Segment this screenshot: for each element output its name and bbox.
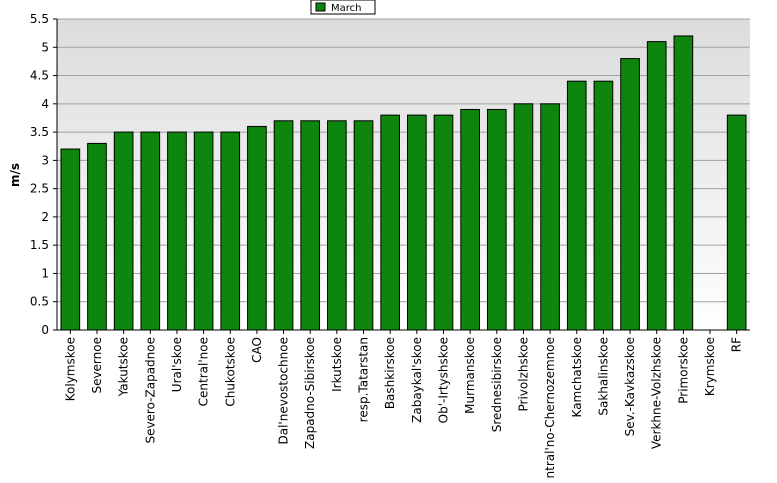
x-axis-ticks: Kolymskoe Severnoe Yakutskoe Severo-Zapadno…	[63, 330, 744, 483]
bar	[673, 35, 694, 331]
y-tick-label: 2.5	[30, 182, 49, 196]
bar	[113, 131, 134, 331]
bar	[593, 80, 614, 331]
x-tick-label: Central'no-Chernozemnoe	[543, 337, 557, 479]
y-tick-label: 0	[41, 323, 49, 337]
y-tick-label: 5	[41, 40, 49, 54]
x-tick-label: RF	[730, 337, 744, 352]
x-tick-label: Irkutskoe	[330, 337, 344, 392]
x-tick-label: Bashkirskoe	[383, 337, 397, 409]
y-tick-label: 0.5	[30, 295, 49, 309]
y-axis-label: m/s	[8, 163, 22, 187]
x-tick-label: Severo-Zapadnoe	[143, 337, 157, 444]
bar	[566, 80, 587, 331]
x-tick-label: Kolymskoe	[63, 337, 77, 401]
legend-swatch-march	[315, 2, 326, 12]
x-tick-label: Privolzhskoe	[516, 337, 530, 411]
bar	[460, 108, 480, 331]
y-tick-label: 4.5	[30, 69, 49, 83]
x-tick-label: Zabaykal'skoe	[410, 337, 424, 423]
bar	[327, 120, 347, 331]
x-tick-label: resp.Tatarstan	[357, 337, 371, 422]
bar	[486, 108, 507, 331]
x-tick-label: Sev.-Kavkazskoe	[623, 337, 637, 436]
bar	[407, 114, 427, 331]
bar	[273, 120, 294, 331]
y-tick-label: 3.5	[30, 125, 49, 139]
legend-box	[310, 0, 376, 15]
bar	[646, 41, 667, 331]
bar	[87, 142, 107, 331]
x-tick-label: Ural'skoe	[170, 337, 184, 392]
x-tick-label: Yakutskoe	[117, 337, 131, 397]
x-tick-label: CAO	[250, 337, 264, 363]
x-tick-label: Chukotskoe	[223, 337, 237, 407]
bar	[540, 103, 560, 331]
bar	[433, 114, 454, 331]
legend: March	[310, 0, 376, 15]
x-tick-label: Dal'nevostochnoe	[277, 337, 291, 445]
x-tick-label: Sakhalinskoe	[596, 337, 610, 416]
plot-area	[57, 19, 750, 330]
bar	[60, 148, 81, 331]
x-tick-label: Ob'-Irtyshskoe	[436, 337, 450, 423]
x-tick-label: Srednesibirskoe	[490, 337, 504, 432]
x-tick-label: Verkhne-Volzhskoe	[650, 337, 664, 449]
x-tick-label: Zapadno-Sibirskoe	[303, 337, 317, 449]
x-tick-label: Kamchatskoe	[570, 337, 584, 417]
bar	[380, 114, 400, 331]
y-tick-label: 2	[41, 210, 49, 224]
x-tick-label: Severnoe	[90, 337, 104, 394]
bar	[620, 58, 640, 331]
y-tick-label: 3	[41, 153, 49, 167]
bar	[513, 103, 534, 331]
y-tick-label: 5.5	[30, 12, 49, 26]
y-axis-ticks: 0 0.5 1 1.5 2 2.5 3 3.5 4 4.5 5 5.5	[30, 12, 57, 337]
x-tick-label: Murmanskoe	[463, 337, 477, 414]
y-tick-label: 4	[41, 97, 49, 111]
bar	[140, 131, 161, 331]
legend-label-march: March	[331, 3, 361, 14]
y-tick-label: 1.5	[30, 238, 49, 252]
x-tick-label: Central'noe	[197, 337, 211, 406]
x-tick-label: Krymskoe	[703, 337, 717, 396]
bar	[247, 125, 267, 331]
bar	[193, 131, 214, 331]
bar	[220, 131, 241, 331]
x-tick-label: Primorskoe	[676, 337, 690, 404]
bar	[300, 120, 321, 331]
bar	[353, 120, 374, 331]
bar	[167, 131, 187, 331]
bar	[726, 114, 747, 331]
y-tick-label: 1	[41, 266, 49, 280]
